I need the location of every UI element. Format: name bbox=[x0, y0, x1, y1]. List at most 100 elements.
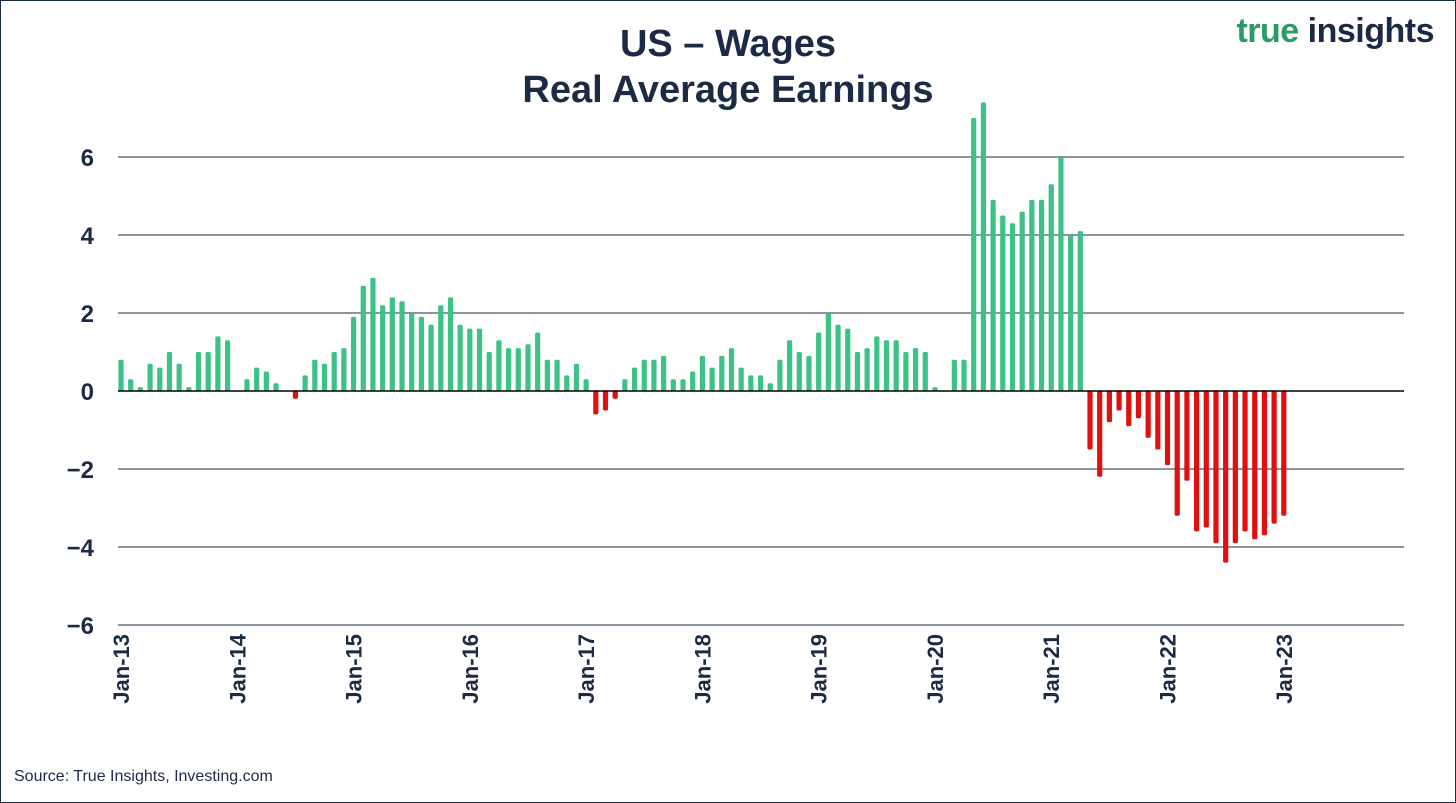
bar bbox=[1223, 391, 1229, 563]
bar bbox=[690, 371, 696, 391]
bar bbox=[612, 391, 618, 399]
x-tick-label: Jan-21 bbox=[1039, 634, 1064, 704]
bar bbox=[535, 332, 541, 391]
bar bbox=[341, 348, 347, 391]
bar bbox=[273, 383, 279, 391]
bar bbox=[1068, 235, 1074, 391]
bar bbox=[1029, 199, 1035, 391]
bar bbox=[767, 383, 773, 391]
bar bbox=[157, 367, 163, 391]
bar bbox=[757, 375, 764, 391]
bar bbox=[195, 352, 202, 391]
bar bbox=[912, 348, 919, 391]
bar bbox=[709, 367, 715, 391]
bar bbox=[515, 348, 521, 391]
x-tick-label: Jan-22 bbox=[1156, 634, 1181, 704]
bar bbox=[874, 336, 880, 391]
bar bbox=[1038, 199, 1045, 391]
bar bbox=[1126, 391, 1132, 427]
bar bbox=[1135, 391, 1142, 419]
brand-logo: true insights bbox=[1236, 12, 1434, 51]
bar bbox=[1174, 391, 1180, 516]
bar bbox=[1145, 391, 1151, 438]
bar bbox=[738, 367, 744, 391]
bar bbox=[176, 363, 182, 391]
bar bbox=[1009, 223, 1016, 391]
y-axis-ticks: 6 4 2 0 −2 −4 −6 bbox=[67, 145, 95, 640]
bar bbox=[845, 328, 851, 391]
bar bbox=[205, 352, 211, 391]
bar bbox=[825, 313, 831, 391]
bar bbox=[409, 313, 415, 391]
brand-logo-part1: true bbox=[1236, 12, 1299, 50]
bar bbox=[980, 102, 987, 392]
y-tick-label: 4 bbox=[81, 223, 95, 250]
bar bbox=[137, 387, 143, 391]
bar bbox=[1242, 391, 1248, 532]
bar bbox=[467, 328, 473, 391]
bar bbox=[1261, 391, 1268, 536]
x-tick-label: Jan-15 bbox=[342, 634, 367, 704]
bar bbox=[990, 199, 996, 391]
bar bbox=[438, 305, 444, 391]
bar bbox=[1184, 391, 1190, 481]
bar bbox=[186, 387, 192, 391]
bar bbox=[971, 118, 977, 391]
y-tick-label: −6 bbox=[67, 613, 94, 640]
bar bbox=[457, 324, 463, 391]
x-tick-label: Jan-23 bbox=[1272, 634, 1297, 704]
bar bbox=[699, 355, 705, 391]
bar bbox=[787, 340, 793, 391]
bar bbox=[302, 375, 308, 391]
bar bbox=[1000, 215, 1006, 391]
bar bbox=[748, 375, 754, 391]
bar bbox=[641, 359, 647, 391]
bar bbox=[573, 363, 580, 391]
bar bbox=[389, 297, 395, 391]
chart-title-line1: US – Wages bbox=[619, 23, 837, 65]
bar bbox=[1164, 391, 1171, 466]
bar bbox=[1077, 231, 1083, 391]
bar bbox=[321, 363, 328, 391]
bar bbox=[224, 340, 231, 391]
bar bbox=[525, 344, 531, 391]
y-tick-label: 6 bbox=[81, 145, 94, 172]
grid-lines bbox=[118, 156, 1404, 626]
bar bbox=[418, 316, 424, 391]
bar bbox=[263, 371, 269, 391]
bar bbox=[215, 336, 221, 391]
bar bbox=[292, 391, 299, 399]
bar bbox=[331, 352, 337, 391]
bar bbox=[903, 352, 909, 391]
bar bbox=[166, 352, 173, 391]
bar bbox=[447, 297, 454, 391]
bar bbox=[360, 285, 366, 391]
bar bbox=[1106, 391, 1112, 423]
y-tick-label: 0 bbox=[81, 379, 94, 406]
bar bbox=[1193, 391, 1200, 532]
x-tick-label: Jan-19 bbox=[807, 634, 832, 704]
bar bbox=[864, 348, 870, 391]
bar bbox=[506, 348, 512, 391]
y-tick-label: −4 bbox=[67, 535, 95, 562]
bar bbox=[554, 359, 560, 391]
bar bbox=[932, 387, 938, 391]
bar bbox=[312, 359, 318, 391]
bar bbox=[147, 363, 153, 391]
bar bbox=[1116, 391, 1122, 411]
bar bbox=[728, 348, 735, 391]
bar bbox=[796, 352, 802, 391]
bar bbox=[350, 316, 357, 391]
brand-logo-part2: insights bbox=[1307, 12, 1435, 50]
bar bbox=[476, 328, 483, 391]
bar bbox=[719, 355, 725, 391]
source-note: Source: True Insights, Investing.com bbox=[14, 768, 273, 785]
x-tick-label: Jan-20 bbox=[923, 634, 948, 704]
bar bbox=[602, 391, 609, 411]
x-tick-label: Jan-13 bbox=[109, 634, 134, 704]
bar bbox=[670, 379, 676, 391]
bar bbox=[1271, 391, 1277, 524]
bar bbox=[951, 359, 957, 391]
bar bbox=[118, 359, 124, 391]
bar bbox=[1213, 391, 1219, 544]
